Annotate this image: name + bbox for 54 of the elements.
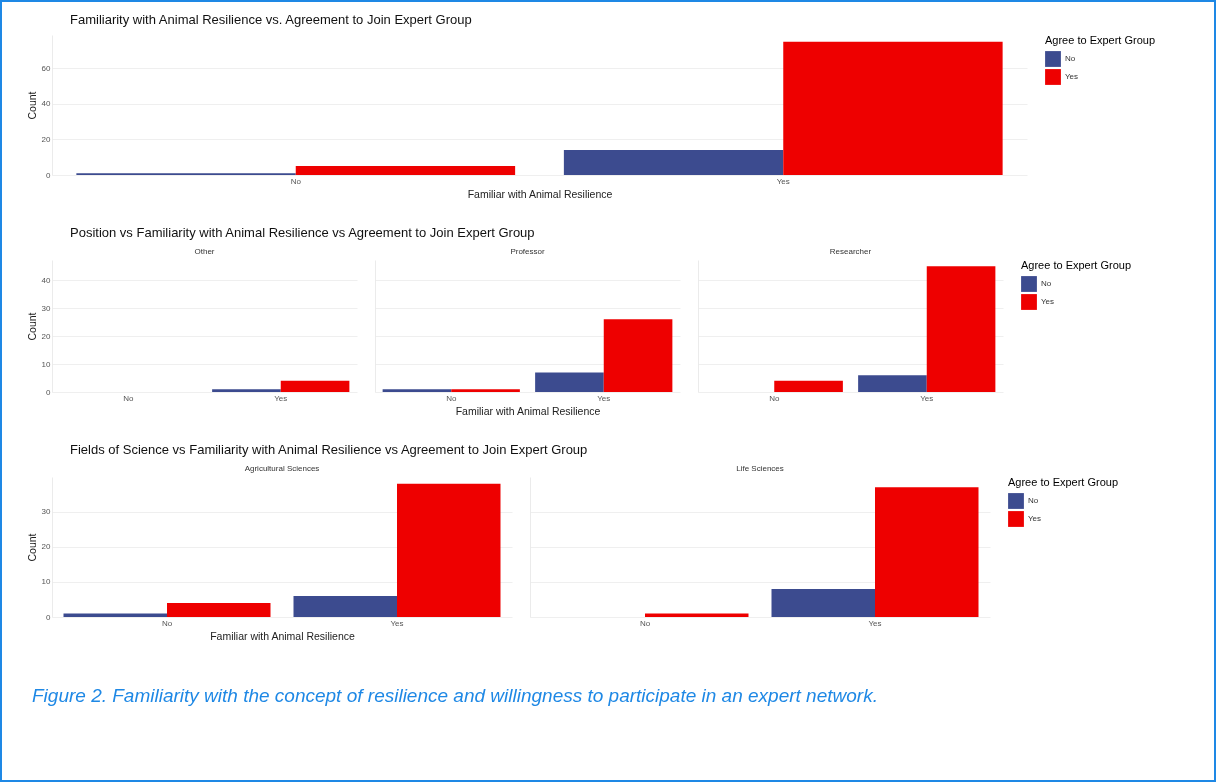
legend-title: Agree to Expert Group xyxy=(1021,259,1132,271)
chart-title: Fields of Science vs Familiarity with Animal Resilience vs Agreement to Join Expert Group xyxy=(70,442,589,459)
y-axis-title: Count xyxy=(25,312,38,341)
caption: Figure 2. Familiarity with the concept of resilience and willingness to participate in an expert network. xyxy=(32,685,879,707)
chart-title: Position vs Familiarity with Animal Resilience vs Agreement to Join Expert Group xyxy=(70,225,536,242)
chart-title: Familiarity with Animal Resilience vs. Agreement to Join Expert Group xyxy=(70,12,473,29)
x-tick-label: Yes xyxy=(868,618,882,628)
x-tick-label: No xyxy=(769,393,780,403)
x-tick-label: No xyxy=(123,393,134,403)
y-tick-label: 20 xyxy=(41,134,52,144)
x-tick-label: No xyxy=(161,618,173,628)
bar xyxy=(167,602,271,617)
y-tick-label: 30 xyxy=(41,303,52,313)
y-tick-label: 30 xyxy=(41,507,52,517)
bar xyxy=(397,483,501,617)
bar xyxy=(293,595,397,617)
y-tick-label: 40 xyxy=(41,99,52,109)
y-tick-label: 0 xyxy=(46,387,52,397)
y-tick-label: 60 xyxy=(41,63,52,73)
legend-label: Yes xyxy=(1065,72,1079,81)
y-tick-label: 10 xyxy=(41,577,52,587)
y-axis-title: Count xyxy=(25,91,38,120)
bar xyxy=(295,166,516,175)
legend-label: Yes xyxy=(1028,514,1042,523)
x-axis-title: Familiar with Animal Resilience xyxy=(467,187,613,200)
bar xyxy=(63,613,167,617)
x-tick-label: No xyxy=(639,618,651,628)
y-axis-title: Count xyxy=(25,533,38,562)
chart-subtitle: Life Sciences xyxy=(736,464,784,473)
x-tick-label: Yes xyxy=(597,393,611,403)
legend-label: No xyxy=(1065,54,1076,63)
legend-title: Agree to Expert Group xyxy=(1045,34,1156,46)
y-tick-label: 20 xyxy=(41,542,52,552)
chart-subtitle: Researcher xyxy=(829,247,872,256)
y-tick-label: 40 xyxy=(41,275,52,285)
x-tick-label: Yes xyxy=(274,393,288,403)
chart-subtitle: Other xyxy=(194,247,215,256)
x-axis-title: Familiar with Animal Resilience xyxy=(210,629,356,642)
chart-subtitle: Professor xyxy=(510,247,545,256)
bar xyxy=(783,41,1003,175)
x-axis-title: Familiar with Animal Resilience xyxy=(455,404,601,417)
x-tick-label: Yes xyxy=(920,393,934,403)
legend-label: Yes xyxy=(1041,297,1055,306)
bar xyxy=(563,150,784,175)
y-tick-label: 20 xyxy=(41,331,52,341)
legend-label: No xyxy=(1041,279,1052,288)
legend-label: No xyxy=(1028,496,1039,505)
y-tick-label: 0 xyxy=(46,170,52,180)
y-tick-label: 10 xyxy=(41,359,52,369)
chart-subtitle: Agricultural Sciences xyxy=(244,464,320,473)
x-tick-label: Yes xyxy=(390,618,404,628)
x-tick-label: No xyxy=(446,393,457,403)
y-tick-label: 0 xyxy=(46,612,52,622)
legend-title: Agree to Expert Group xyxy=(1008,476,1119,488)
